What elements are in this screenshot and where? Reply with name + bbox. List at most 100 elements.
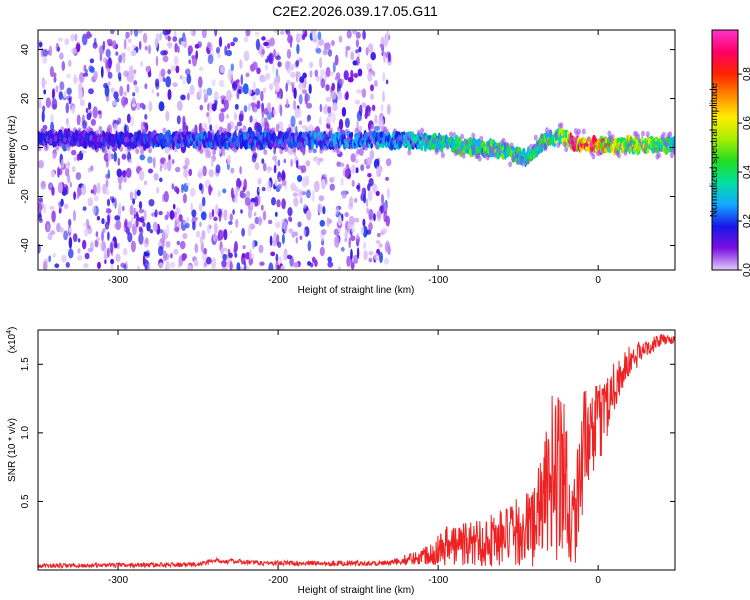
spectrogram-cell	[207, 115, 211, 125]
spectrogram-cell	[352, 30, 358, 35]
spectrogram-cell	[307, 240, 312, 252]
spectrogram-cell	[213, 91, 219, 101]
spectrogram-cell	[385, 240, 391, 252]
spectrogram-cell	[77, 40, 81, 45]
spectrogram-cell	[361, 102, 367, 108]
spectrogram-cell	[220, 108, 227, 113]
spectrogram-cell	[249, 223, 256, 230]
spectrogram-cell	[337, 265, 341, 270]
spectrogram-cell	[163, 190, 169, 203]
spectrogram-cell	[617, 152, 621, 159]
spectrogram-cell	[370, 84, 374, 92]
spectrogram-cell	[243, 178, 247, 191]
spectrogram-cell	[109, 241, 114, 254]
spectrogram-cell	[239, 59, 243, 69]
spectrogram-cell	[223, 99, 229, 111]
spectrogram-cell	[236, 262, 241, 270]
spectrogram-cell	[227, 68, 233, 81]
spectrogram-cell	[211, 79, 216, 87]
spectrogram-cell	[257, 178, 262, 185]
spectrogram-cell	[642, 147, 647, 154]
spectrogram-cell	[360, 226, 364, 235]
spectrogram-cell	[607, 130, 612, 137]
spectrogram-cell	[260, 204, 264, 211]
spectrogram-cell	[354, 197, 358, 203]
spectrogram-cell	[107, 169, 111, 180]
spectrogram-cell	[332, 61, 336, 73]
spectrogram-cell	[236, 89, 240, 100]
spectrogram-cell	[76, 42, 81, 53]
spectrogram-cell	[139, 154, 146, 161]
colorbar-tick-label: 0.6	[742, 116, 750, 130]
spectrogram-cell	[110, 258, 115, 265]
spectrogram-cell	[326, 115, 332, 126]
spectrogram-cell	[416, 129, 421, 136]
spectrogram-cell	[212, 149, 217, 156]
spectrogram-cell	[88, 88, 94, 95]
spectrogram-cell	[364, 144, 369, 151]
spectrogram-cell	[107, 57, 113, 69]
spectrogram-cell	[76, 131, 79, 139]
spectrogram-cell	[262, 162, 267, 172]
spectrogram-cell	[169, 253, 173, 259]
spectrogram-y-ticks: -40 -20 0 20 40	[20, 44, 675, 253]
spectrogram-cell	[102, 228, 106, 233]
spectrogram-cell	[165, 240, 171, 248]
spectrogram-cell	[132, 198, 136, 205]
spectrogram-cell	[103, 147, 108, 154]
spectrogram-cell	[376, 232, 381, 238]
spectrogram-cell	[48, 182, 54, 191]
spectrogram-cell	[274, 179, 278, 187]
spectrogram-cell	[73, 209, 76, 222]
spectrogram-x-tick-label: -200	[268, 275, 288, 286]
spectrogram-cell	[350, 248, 353, 260]
spectrogram-cell	[169, 261, 176, 269]
spectrogram-cell	[123, 70, 129, 77]
spectrogram-cell	[208, 105, 213, 114]
spectrogram-cell	[316, 40, 320, 49]
spectrogram-cell	[334, 235, 340, 248]
spectrogram-cell	[105, 188, 110, 196]
spectrogram-cell	[277, 176, 283, 183]
spectrogram-cell	[176, 100, 183, 111]
spectrogram-cell	[345, 91, 349, 101]
spectrogram-cell	[151, 88, 154, 94]
spectrogram-cell	[236, 121, 243, 127]
spectrogram-cell	[147, 156, 153, 164]
spectrogram-cell	[303, 203, 307, 209]
spectrogram-cell	[114, 215, 121, 221]
spectrogram-cell	[50, 170, 56, 178]
spectrogram-cell	[178, 139, 181, 145]
spectrogram-cell	[164, 145, 170, 154]
spectrogram-cell	[38, 145, 42, 152]
spectrogram-cell	[110, 87, 115, 93]
spectrogram-cell	[52, 128, 56, 135]
spectrogram-cell	[68, 236, 73, 249]
spectrogram-cell	[198, 66, 204, 72]
spectrogram-cell	[107, 153, 112, 162]
spectrogram-cell	[254, 162, 260, 171]
spectrogram-cell	[275, 68, 279, 78]
spectrogram-cell	[362, 30, 366, 40]
spectrogram-cell	[346, 30, 352, 39]
spectrogram-cell	[130, 217, 134, 223]
spectrogram-cell	[63, 90, 67, 99]
spectrogram-cell	[50, 113, 54, 125]
spectrogram-cell	[301, 34, 306, 40]
spectrogram-cell	[230, 41, 236, 47]
spectrogram-cell	[230, 167, 235, 174]
spectrogram-cell	[304, 138, 309, 145]
spectrogram-cell	[243, 260, 247, 270]
spectrogram-y-tick-label: -20	[20, 189, 31, 204]
spectrogram-cell	[335, 206, 339, 216]
spectrogram-cell	[203, 248, 208, 255]
spectrogram-cell	[646, 148, 650, 154]
spectrogram-cell	[95, 231, 99, 238]
spectrogram-cell	[229, 230, 233, 235]
spectrogram-cell	[375, 190, 380, 197]
spectrogram-cell	[92, 42, 98, 49]
spectrogram-cell	[242, 83, 249, 95]
spectrogram-cell	[148, 147, 152, 154]
spectrogram-cell	[213, 222, 218, 234]
spectrogram-cell	[233, 197, 238, 204]
